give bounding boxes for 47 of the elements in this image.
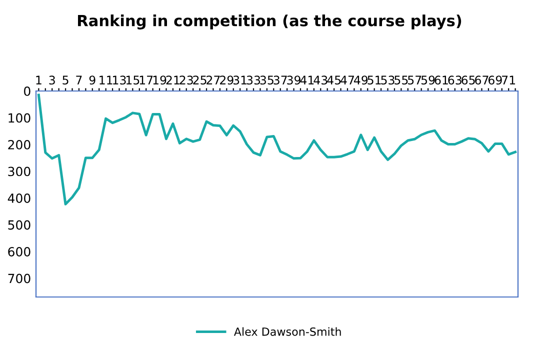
x-tick-label: 63 (448, 76, 462, 85)
x-tick-label: 1 (36, 76, 42, 84)
x-tick-label: 21 (166, 76, 180, 84)
x-tick-label: 69 (488, 76, 502, 85)
y-tick-label: 100 (8, 113, 30, 123)
x-tick-label: 55 (394, 76, 408, 85)
x-tick-label: 45 (327, 76, 341, 85)
x-tick-label: 3 (49, 76, 55, 85)
x-tick-label: 31 (233, 76, 246, 85)
x-tick-label: 33 (246, 76, 260, 85)
y-tick-label: 700 (8, 274, 30, 284)
x-tick-label: 39 (287, 76, 300, 85)
line-series (37, 94, 517, 206)
x-tick-label: 7 (76, 76, 82, 84)
y-tick-label: 500 (8, 220, 30, 230)
y-tick-label: 400 (8, 193, 30, 203)
x-tick-label: 19 (153, 76, 166, 85)
x-tick-label: 5 (62, 76, 68, 85)
x-tick-label: 13 (113, 76, 126, 85)
x-tick-label: 67 (475, 76, 488, 85)
x-tick-label: 47 (340, 76, 354, 84)
x-tick-label: 41 (300, 76, 314, 84)
x-tick-label: 35 (260, 76, 274, 85)
y-tick-label: 0 (24, 86, 30, 96)
x-tick-label: 27 (206, 76, 220, 84)
x-tick-label: 49 (354, 76, 368, 85)
x-tick-label: 51 (368, 76, 381, 85)
y-tick-label: 600 (8, 246, 30, 256)
x-tick-label: 37 (274, 76, 287, 85)
x-tick-label: 71 (502, 76, 516, 84)
x-tick-label: 59 (421, 76, 435, 85)
x-tick-label: 61 (434, 76, 448, 85)
x-tick-label: 65 (462, 76, 475, 85)
y-tick-label: 200 (8, 140, 30, 150)
x-tick-label: 15 (126, 76, 140, 85)
legend-label: Alex Dawson-Smith (234, 327, 341, 336)
x-tick-label: 29 (220, 76, 234, 85)
x-tick-label: 43 (314, 76, 328, 85)
x-tick-label: 53 (381, 76, 394, 85)
x-tick-label: 17 (140, 76, 153, 84)
x-tick-label: 23 (180, 76, 193, 85)
y-tick-label: 300 (8, 166, 30, 176)
x-tick-label: 9 (89, 76, 96, 85)
x-tick-label: 25 (193, 76, 206, 85)
x-tick-label: 11 (100, 76, 112, 84)
chart-title: Ranking in competition (as the course plays) (78, 14, 462, 30)
x-tick-label: 57 (408, 76, 422, 85)
